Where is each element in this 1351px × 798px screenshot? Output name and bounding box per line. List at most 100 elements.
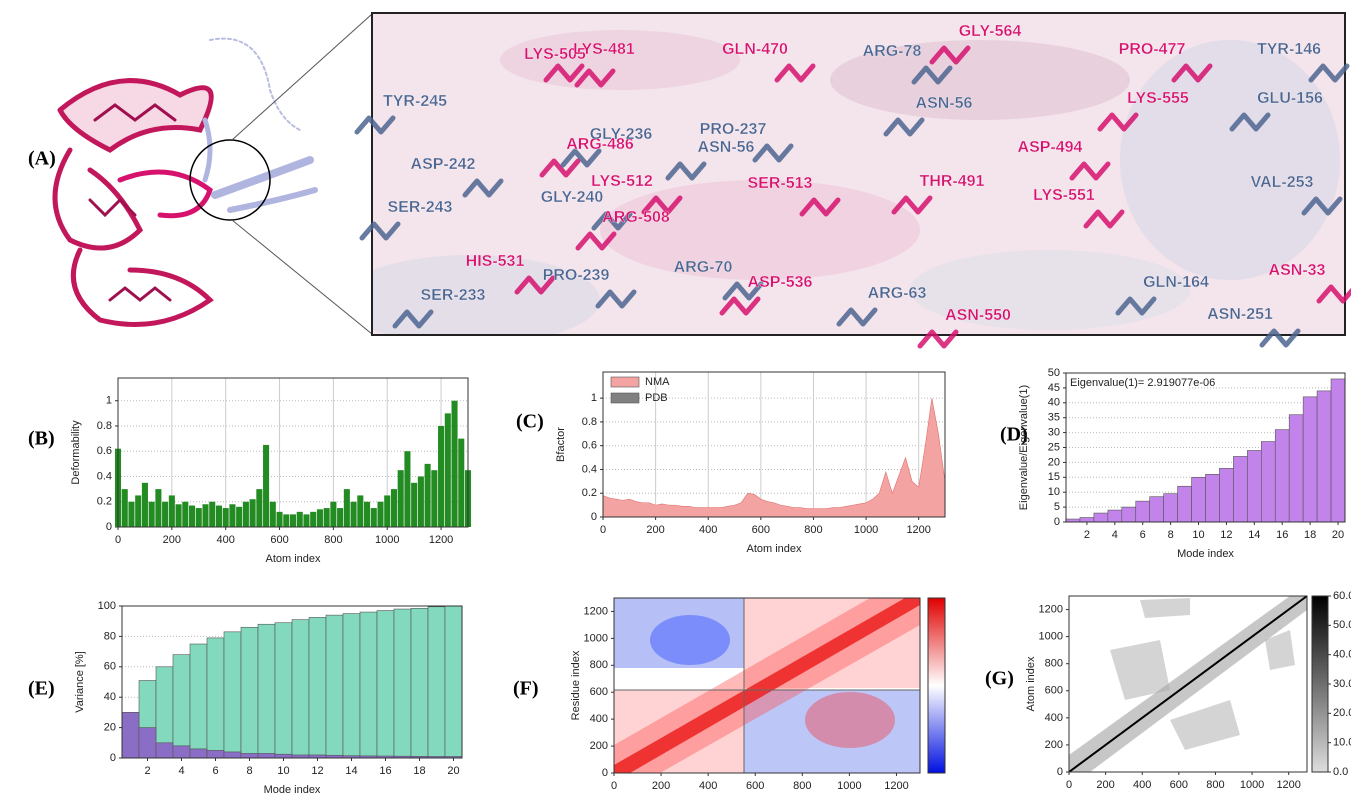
y-tick-label: 0.8 bbox=[97, 420, 112, 432]
panel-label: (F) bbox=[513, 678, 539, 700]
y-tick-label: 0.8 bbox=[582, 416, 597, 428]
residue-label: LYS-481 bbox=[573, 41, 635, 58]
bar bbox=[1219, 468, 1233, 522]
x-tick-label: 12 bbox=[1220, 529, 1232, 541]
bar bbox=[277, 512, 283, 527]
residue-label: ASN-251 bbox=[1207, 306, 1273, 323]
y-axis-label: Deformability bbox=[70, 420, 82, 485]
x-tick-label: 0 bbox=[115, 534, 121, 546]
bar bbox=[360, 612, 377, 758]
x-tick-label: 4 bbox=[1112, 529, 1118, 541]
bar bbox=[207, 638, 224, 758]
colorbar-tick-label: 40.0 bbox=[1333, 649, 1351, 661]
y-tick-label: 0 bbox=[106, 521, 112, 533]
contact-map-image bbox=[1069, 596, 1307, 772]
x-tick-label: 1000 bbox=[837, 780, 861, 792]
bar bbox=[357, 495, 363, 527]
residue-label: SER-233 bbox=[421, 287, 486, 304]
bar bbox=[216, 506, 222, 527]
x-tick-label: 200 bbox=[163, 534, 181, 546]
x-tick-label: 200 bbox=[1096, 779, 1114, 791]
bar bbox=[364, 502, 370, 527]
bar bbox=[398, 470, 404, 527]
x-tick-label: 400 bbox=[217, 534, 235, 546]
bar bbox=[155, 489, 161, 527]
y-tick-label: 0.6 bbox=[582, 440, 597, 452]
bar bbox=[256, 489, 262, 527]
legend-swatch bbox=[611, 377, 639, 387]
bar bbox=[173, 655, 190, 758]
bar bbox=[241, 753, 258, 758]
bar bbox=[384, 495, 390, 527]
zoom-line bbox=[232, 220, 372, 334]
bar bbox=[425, 464, 431, 527]
y-tick-label: 45 bbox=[1048, 382, 1060, 394]
residue-label: PRO-237 bbox=[700, 121, 767, 138]
bar bbox=[326, 615, 343, 758]
protein-structure bbox=[55, 39, 315, 325]
colorbar-tick-label: 20.0 bbox=[1333, 707, 1351, 719]
bar bbox=[344, 489, 350, 527]
y-axis-label: Eigenvalue/Eigenvalue(1) bbox=[1018, 385, 1030, 510]
bar bbox=[458, 439, 464, 527]
legend-label: NMA bbox=[645, 376, 670, 388]
x-tick-label: 1200 bbox=[884, 780, 908, 792]
x-tick-label: 800 bbox=[793, 780, 811, 792]
bar bbox=[275, 754, 292, 758]
bar bbox=[128, 502, 134, 527]
residue-label: ASN-56 bbox=[698, 139, 755, 156]
colorbar-tick-label: 60.0 bbox=[1333, 590, 1351, 602]
bar bbox=[351, 502, 357, 527]
y-tick-label: 50 bbox=[1048, 367, 1060, 379]
x-tick-label: 20 bbox=[447, 765, 459, 777]
bar bbox=[445, 606, 462, 758]
y-tick-label: 0 bbox=[1057, 766, 1063, 778]
bar bbox=[404, 451, 410, 527]
bar bbox=[431, 470, 437, 527]
bar bbox=[303, 514, 309, 527]
x-axis-label: Atom index bbox=[265, 553, 321, 565]
legend-label: PDB bbox=[645, 392, 668, 404]
bar bbox=[438, 426, 444, 527]
bar bbox=[445, 413, 451, 527]
x-tick-label: 2 bbox=[144, 765, 150, 777]
x-tick-label: 8 bbox=[246, 765, 252, 777]
residue-label: ARG-63 bbox=[868, 285, 927, 302]
x-axis-label: Mode index bbox=[1177, 548, 1234, 560]
bar bbox=[377, 611, 394, 758]
residue-label: THR-491 bbox=[920, 173, 985, 190]
x-tick-label: 8 bbox=[1168, 529, 1174, 541]
colorbar bbox=[928, 598, 945, 773]
bar bbox=[196, 508, 202, 527]
y-tick-label: 100 bbox=[98, 600, 116, 612]
bar bbox=[343, 614, 360, 758]
colorbar-tick-label: 30.0 bbox=[1333, 678, 1351, 690]
x-tick-label: 400 bbox=[699, 780, 717, 792]
bar bbox=[190, 749, 207, 758]
y-tick-label: 20 bbox=[104, 722, 116, 734]
y-tick-label: 0 bbox=[1054, 516, 1060, 528]
bar bbox=[1108, 510, 1122, 522]
bar bbox=[224, 632, 241, 758]
bar bbox=[241, 627, 258, 758]
x-tick-label: 0 bbox=[600, 524, 606, 536]
y-tick-label: 0 bbox=[602, 767, 608, 779]
bar bbox=[317, 509, 323, 527]
residue-label: GLY-564 bbox=[959, 23, 1022, 40]
bar bbox=[207, 750, 224, 758]
x-tick-label: 0 bbox=[611, 780, 617, 792]
bar bbox=[330, 502, 336, 527]
x-tick-label: 400 bbox=[1133, 779, 1151, 791]
x-tick-label: 20 bbox=[1332, 529, 1344, 541]
colorbar-tick-label: 0.0 bbox=[1333, 766, 1348, 778]
bar bbox=[122, 489, 128, 527]
panel-label: (C) bbox=[516, 411, 544, 433]
x-tick-label: 800 bbox=[804, 524, 822, 536]
panel-label: (A) bbox=[28, 148, 56, 170]
x-tick-label: 1200 bbox=[906, 524, 930, 536]
colorbar-tick-label: 50.0 bbox=[1333, 619, 1351, 631]
panel-label: (G) bbox=[985, 668, 1014, 690]
residue-label: ASP-494 bbox=[1018, 139, 1083, 156]
bar bbox=[418, 476, 424, 527]
x-tick-label: 16 bbox=[379, 765, 391, 777]
